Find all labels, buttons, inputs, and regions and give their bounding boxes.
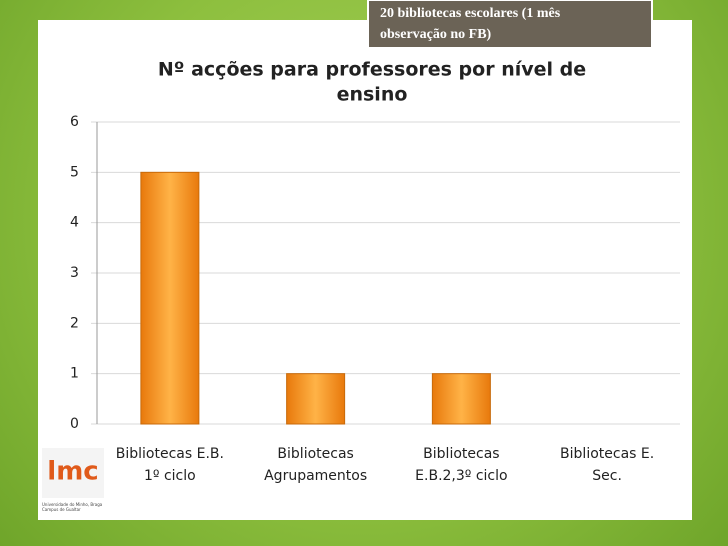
x-tick-label: Bibliotecas bbox=[423, 446, 499, 462]
bar bbox=[140, 171, 200, 425]
note-box bbox=[367, 0, 653, 49]
x-tick-label: Bibliotecas bbox=[277, 446, 353, 462]
logo-mark: lmc bbox=[47, 457, 98, 487]
y-tick-label: 4 bbox=[70, 215, 79, 231]
y-tick-label: 1 bbox=[70, 366, 79, 382]
y-tick-label: 6 bbox=[70, 114, 79, 130]
logo-bg bbox=[42, 448, 104, 498]
logo: lmc Universidade do Minho, Braga Campus … bbox=[42, 448, 104, 512]
bar bbox=[286, 373, 346, 425]
y-tick-label: 3 bbox=[70, 265, 79, 281]
x-tick-label: Agrupamentos bbox=[264, 468, 367, 484]
y-tick-label: 5 bbox=[70, 164, 79, 180]
x-tick-label: 1º ciclo bbox=[144, 468, 196, 484]
x-tick-label: E.B.2,3º ciclo bbox=[415, 468, 507, 484]
y-tick-label: 0 bbox=[70, 416, 79, 432]
logo-caption: Campus de Gualtar bbox=[42, 507, 81, 512]
chart-title: ensino bbox=[337, 84, 408, 106]
x-tick-label: Bibliotecas E.B. bbox=[116, 446, 224, 462]
note-line: 20 bibliotecas escolares (1 mês bbox=[380, 6, 561, 21]
x-tick-label: Bibliotecas E. bbox=[560, 446, 654, 462]
chart-title: Nº acções para professores por nível de bbox=[158, 59, 586, 81]
bar bbox=[431, 373, 491, 425]
note-line: observação no FB) bbox=[380, 27, 492, 42]
logo-caption: Universidade do Minho, Braga bbox=[42, 502, 103, 507]
y-tick-label: 2 bbox=[70, 315, 79, 331]
x-tick-label: Sec. bbox=[592, 468, 622, 484]
